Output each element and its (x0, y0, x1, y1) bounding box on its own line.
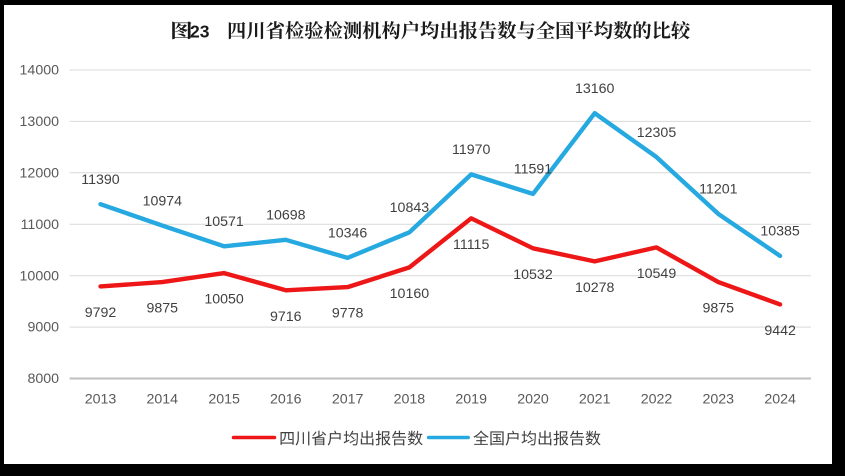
svg-text:9442: 9442 (764, 323, 796, 339)
svg-text:10000: 10000 (20, 268, 60, 284)
svg-text:2018: 2018 (394, 391, 426, 407)
svg-text:10571: 10571 (204, 214, 244, 230)
svg-text:11000: 11000 (21, 217, 60, 233)
svg-text:10532: 10532 (513, 267, 553, 283)
svg-text:10549: 10549 (637, 266, 677, 282)
svg-text:11115: 11115 (453, 237, 489, 253)
svg-text:9778: 9778 (332, 306, 364, 322)
svg-text:2017: 2017 (332, 391, 364, 407)
svg-text:23: 23 (190, 22, 210, 42)
svg-text:12000: 12000 (20, 165, 60, 181)
svg-text:9792: 9792 (85, 305, 117, 321)
svg-text:2015: 2015 (208, 391, 240, 407)
svg-text:11970: 11970 (452, 142, 491, 158)
svg-text:9875: 9875 (147, 301, 179, 317)
svg-text:10843: 10843 (390, 200, 430, 216)
svg-text:2019: 2019 (455, 391, 487, 407)
svg-text:10698: 10698 (266, 208, 306, 224)
svg-text:2024: 2024 (764, 391, 796, 407)
svg-text:14000: 14000 (20, 63, 60, 79)
svg-text:11201: 11201 (699, 182, 738, 198)
svg-text:2014: 2014 (147, 391, 179, 407)
svg-text:10974: 10974 (143, 193, 183, 209)
svg-text:12305: 12305 (637, 125, 677, 141)
svg-text:9875: 9875 (703, 301, 735, 317)
svg-text:2021: 2021 (579, 391, 611, 407)
svg-text:10385: 10385 (760, 224, 800, 240)
svg-text:11390: 11390 (81, 172, 120, 188)
svg-text:2016: 2016 (270, 391, 302, 407)
svg-text:11591: 11591 (514, 162, 553, 178)
svg-text:2013: 2013 (85, 391, 117, 407)
svg-text:10050: 10050 (204, 292, 244, 308)
svg-text:10346: 10346 (328, 226, 368, 242)
svg-text:9000: 9000 (27, 320, 59, 336)
svg-text:2020: 2020 (517, 391, 549, 407)
svg-text:13000: 13000 (20, 114, 60, 130)
svg-text:13160: 13160 (575, 81, 615, 97)
svg-text:10160: 10160 (390, 286, 430, 302)
svg-text:2023: 2023 (703, 391, 735, 407)
svg-text:9716: 9716 (270, 309, 302, 325)
svg-text:10278: 10278 (575, 280, 615, 296)
svg-text:8000: 8000 (27, 371, 59, 387)
svg-text:2022: 2022 (641, 391, 673, 407)
